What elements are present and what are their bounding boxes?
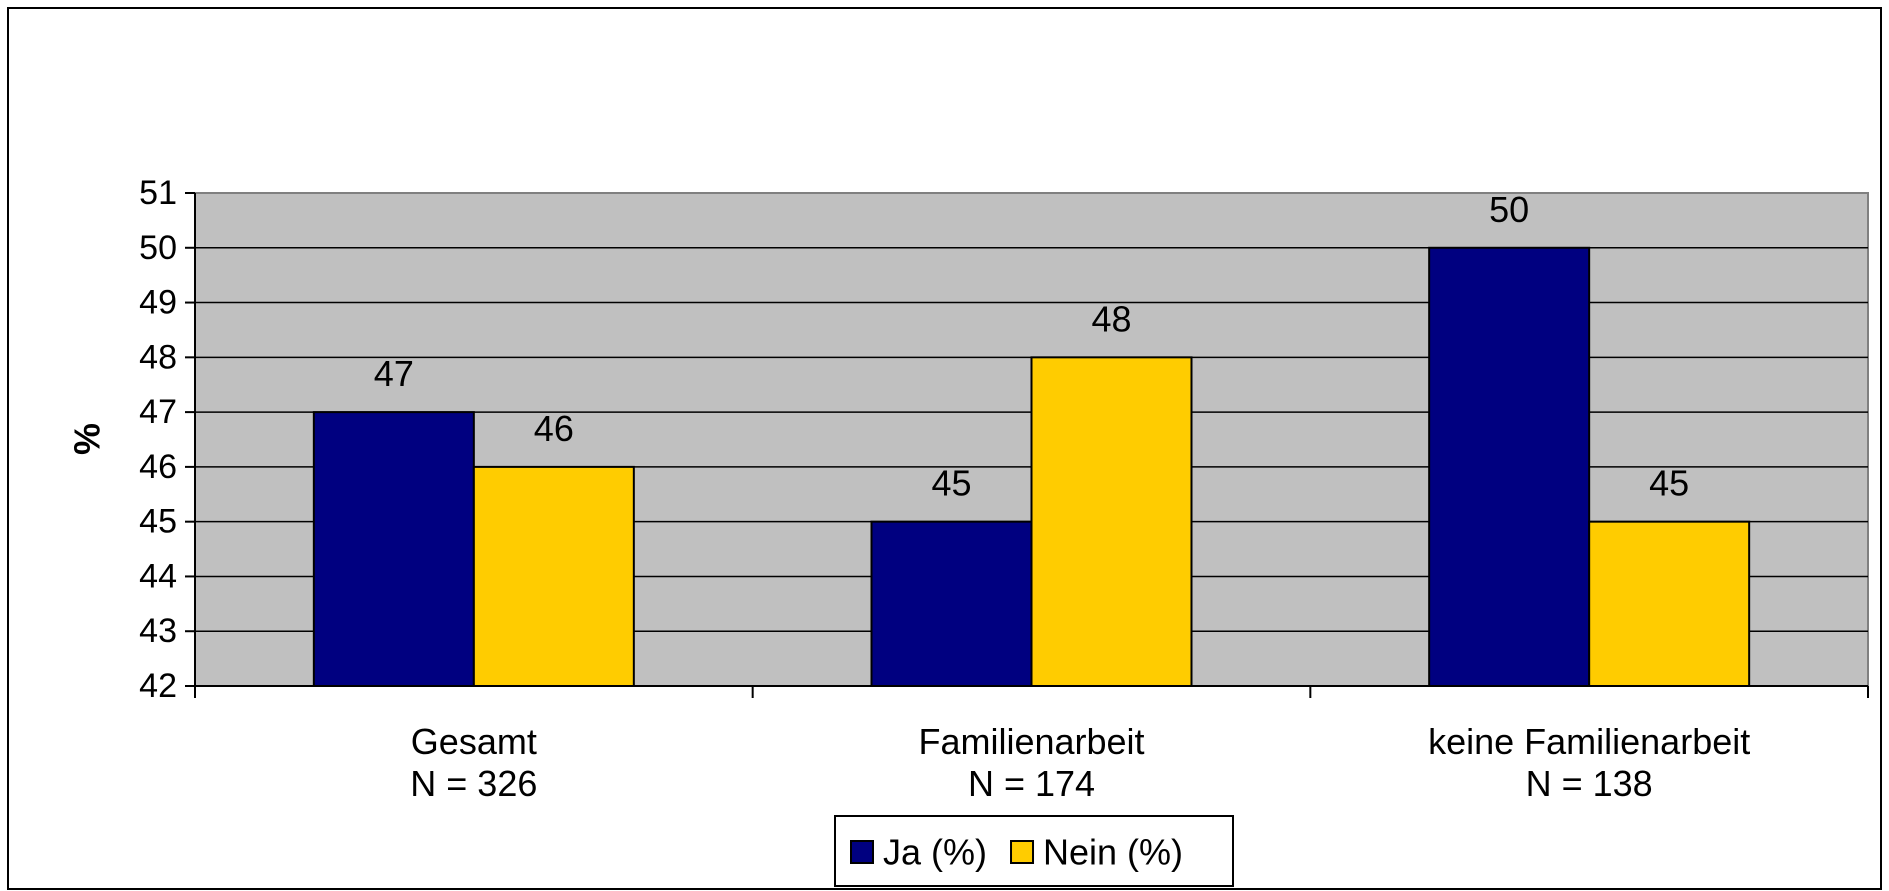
axes: [185, 192, 1869, 698]
y-tick-label: 50: [139, 229, 177, 267]
legend-label: Nein (%): [1043, 832, 1183, 873]
bar: [1428, 246, 1591, 687]
data-label: 48: [1091, 298, 1131, 339]
y-tick-label: 45: [139, 503, 177, 541]
data-label: 47: [374, 353, 414, 394]
legend-label: Ja (%): [883, 832, 987, 873]
y-tick-label: 46: [139, 448, 177, 486]
x-category-n-label: N = 174: [968, 763, 1095, 804]
x-category-label: keine Familienarbeit: [1428, 721, 1750, 762]
y-tick-label: 48: [139, 338, 177, 376]
y-tick-label: 42: [139, 667, 177, 705]
x-category-n-label: N = 138: [1526, 763, 1653, 804]
legend: Ja (%) Nein (%): [834, 815, 1234, 887]
bar: [1588, 520, 1751, 688]
y-tick-label: 44: [139, 557, 177, 595]
y-tick-label: 51: [139, 174, 177, 212]
bar: [1030, 356, 1193, 687]
bar: [870, 520, 1033, 688]
y-axis-title: %: [67, 423, 108, 455]
x-category-n-label: N = 326: [410, 763, 537, 804]
data-label: 45: [1649, 463, 1689, 504]
y-tick-label: 49: [139, 284, 177, 322]
data-label: 50: [1489, 189, 1529, 230]
bar: [312, 411, 475, 687]
y-tick-label: 43: [139, 612, 177, 650]
legend-swatch: [850, 840, 874, 864]
bars: [312, 246, 1751, 688]
data-label: 45: [931, 463, 971, 504]
x-category-label: Familienarbeit: [918, 721, 1144, 762]
data-label: 46: [534, 408, 574, 449]
y-tick-label: 47: [139, 393, 177, 431]
legend-swatch: [1010, 840, 1035, 864]
x-category-label: Gesamt: [411, 721, 537, 762]
bar: [472, 465, 635, 687]
